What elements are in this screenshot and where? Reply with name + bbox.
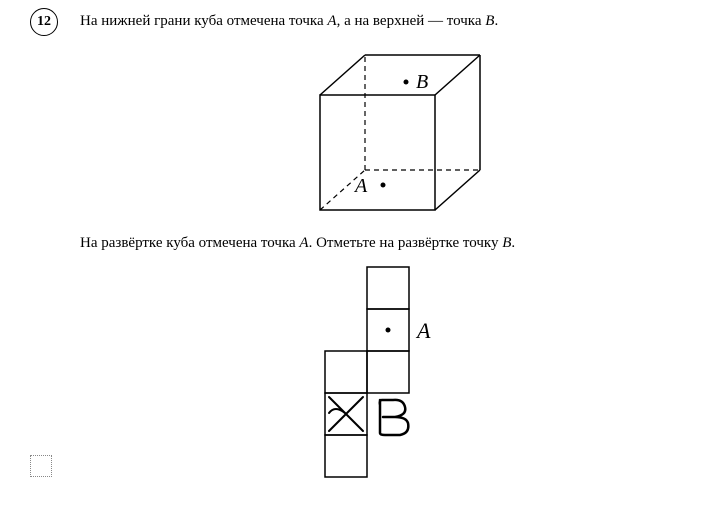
net-label-a: A <box>415 318 431 343</box>
text-part: . <box>494 13 498 29</box>
text-part: На нижней грани куба отмечена точка <box>80 13 327 29</box>
cube-label-a: A <box>353 175 368 197</box>
cube-label-b: B <box>416 71 428 93</box>
var-a: A <box>327 13 336 29</box>
cube-diagram: B A <box>300 50 500 235</box>
cube-net-diagram: A <box>315 265 495 500</box>
answer-checkbox <box>30 455 52 477</box>
problem-statement-1: На нижней грани куба отмечена точка A, а… <box>80 13 498 30</box>
problem-statement-2: На развёртке куба отмечена точка A. Отме… <box>80 235 515 252</box>
problem-number-badge: 12 <box>30 8 58 36</box>
text-part: , а на верхней — точка <box>337 13 486 29</box>
text-part: . Отметьте на развёртке точку <box>309 235 503 251</box>
var-b: B <box>502 235 511 251</box>
text-part: На развёртке куба отмечена точка <box>80 235 299 251</box>
problem-number-text: 12 <box>37 14 51 30</box>
text-part: . <box>511 235 515 251</box>
var-a: A <box>299 235 308 251</box>
